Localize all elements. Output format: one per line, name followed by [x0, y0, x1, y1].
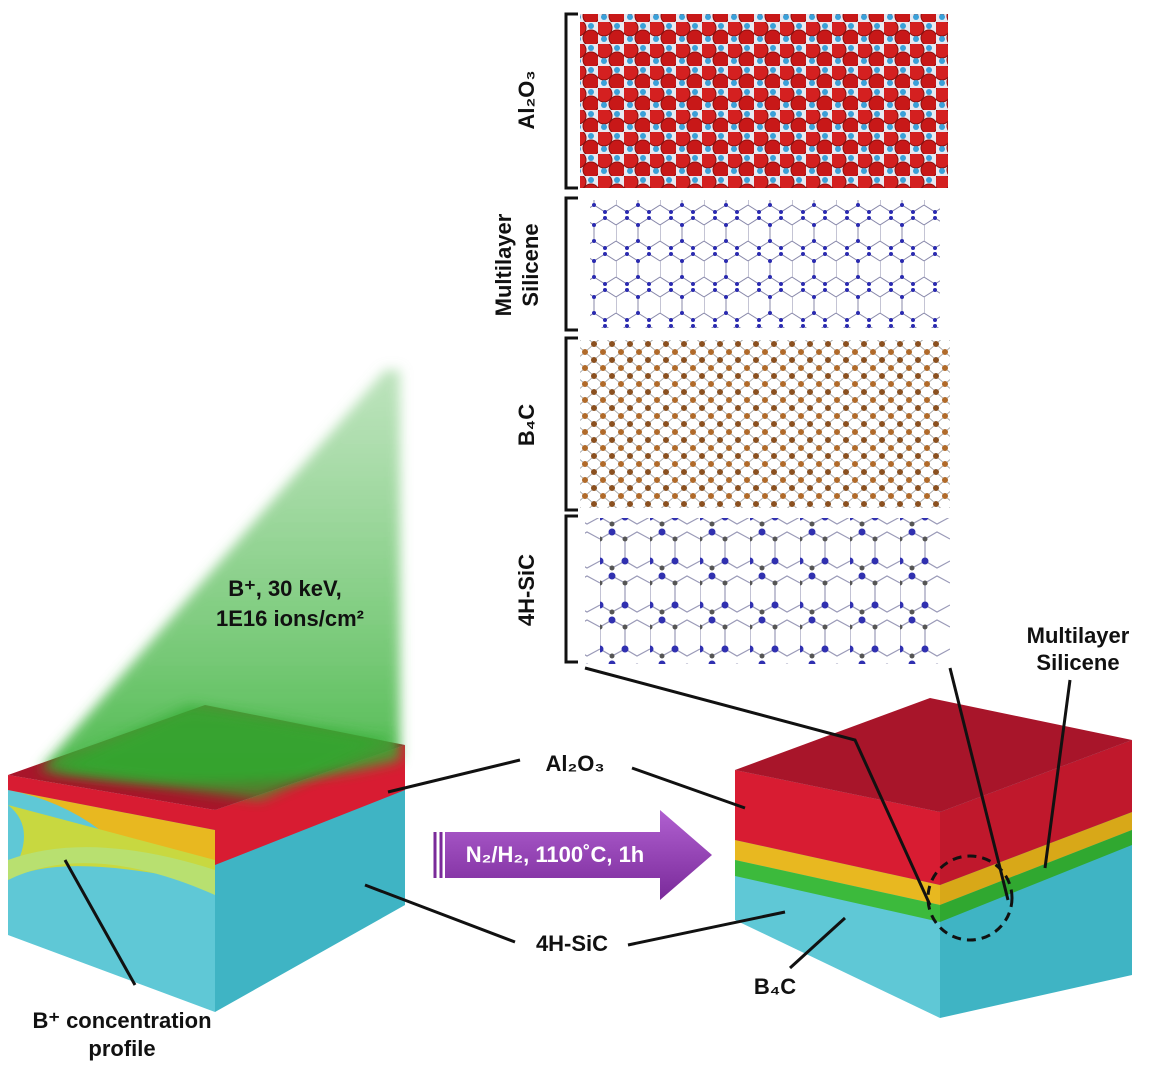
callout-label: B⁺ concentration [32, 1008, 211, 1033]
layer-label: Silicene [518, 223, 543, 306]
ion-beam: B⁺, 30 keV, 1E16 ions/cm² [40, 370, 400, 800]
callout-label: Al₂O₃ [545, 751, 604, 776]
beam-label: 1E16 ions/cm² [216, 606, 364, 631]
callout-label: 4H-SiC [536, 931, 608, 956]
arrow-tail [435, 832, 441, 878]
layer-label: B₄C [514, 404, 539, 446]
brackets [566, 14, 578, 662]
callout-label: Multilayer [1027, 623, 1130, 648]
arrow-label: N₂/H₂, 1100˚C, 1h [466, 842, 645, 867]
silicene-structure [590, 200, 940, 328]
b4c-structure [580, 340, 950, 508]
beam-label: B⁺, 30 keV, [228, 576, 342, 601]
process-arrow: N₂/H₂, 1100˚C, 1h [435, 810, 712, 900]
callout-label: B₄C [754, 974, 796, 999]
callout-label: profile [88, 1036, 155, 1061]
layer-label: Multilayer [491, 213, 516, 316]
sic-structure [585, 518, 950, 664]
al2o3-structure [580, 14, 948, 188]
layer-label: Al₂O₃ [514, 70, 539, 129]
structure-panel: Al₂O₃ Multilayer Silicene B₄C 4H-SiC [491, 14, 950, 664]
layer-label: 4H-SiC [514, 554, 539, 626]
callout-label: Silicene [1036, 650, 1119, 675]
diagram: Al₂O₃ Multilayer Silicene B₄C 4H-SiC B⁺,… [0, 0, 1153, 1068]
page: Al₂O₃ Multilayer Silicene B₄C 4H-SiC B⁺,… [0, 0, 1153, 1068]
